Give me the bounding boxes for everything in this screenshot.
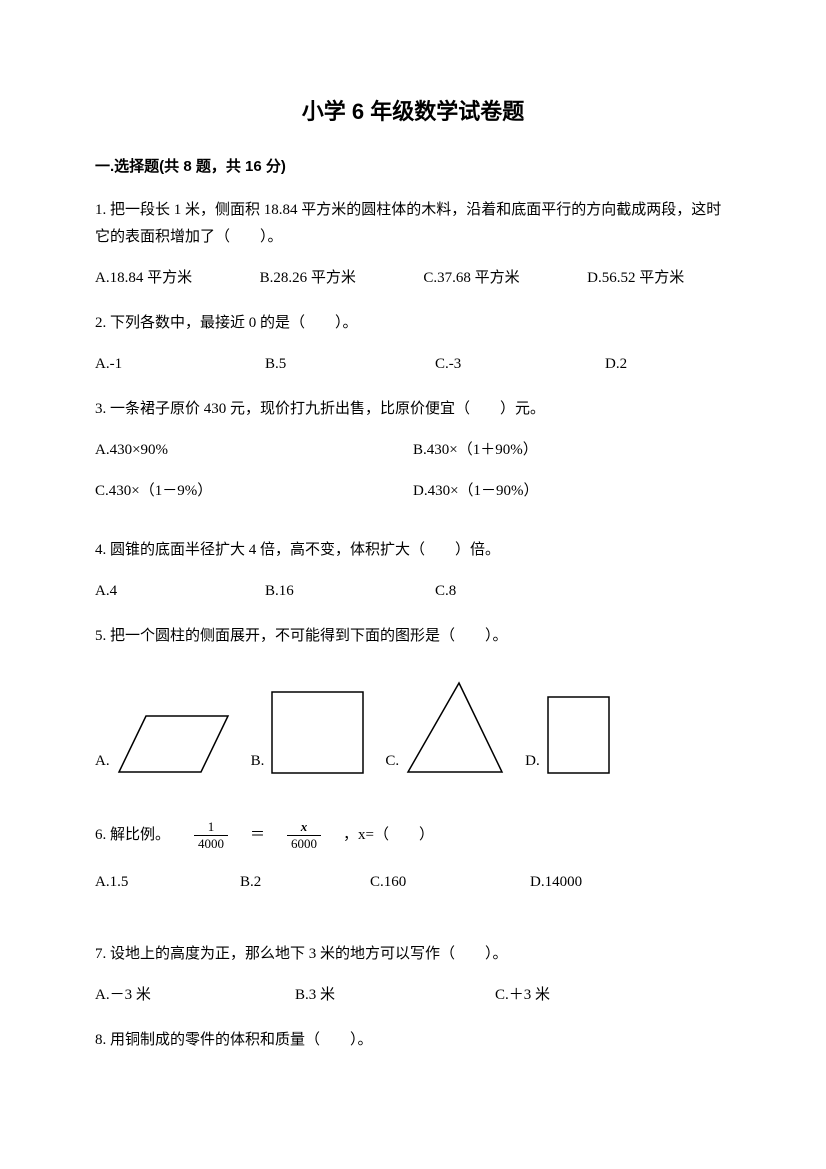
q3-opt-a: A.430×90% bbox=[95, 437, 413, 464]
q6-fraction-2: x 6000 bbox=[287, 820, 321, 852]
q6-opt-b: B.2 bbox=[240, 869, 370, 896]
q5-label-c: C. bbox=[385, 748, 399, 775]
rectangle-icon bbox=[546, 695, 611, 775]
q5-opt-d: D. bbox=[525, 695, 611, 775]
q5-label-b: B. bbox=[251, 748, 265, 775]
q2-opt-b: B.5 bbox=[265, 351, 435, 378]
q4-opt-b: B.16 bbox=[265, 578, 435, 605]
q2-opt-a: A.-1 bbox=[95, 351, 265, 378]
q1-opt-d: D.56.52 平方米 bbox=[587, 270, 684, 286]
q5-opt-a: A. bbox=[95, 713, 231, 775]
q2-opt-d: D.2 bbox=[605, 351, 627, 378]
q7-opt-b: B.3 米 bbox=[295, 982, 495, 1009]
q3-opt-d: D.430×（1－90%） bbox=[413, 478, 731, 505]
q2-text: 2. 下列各数中，最接近 0 的是（ ）。 bbox=[95, 310, 731, 337]
q7-text: 7. 设地上的高度为正，那么地下 3 米的地方可以写作（ ）。 bbox=[95, 941, 731, 968]
q6-f1-num: 1 bbox=[194, 820, 228, 836]
q6-options: A.1.5 B.2 C.160 D.14000 bbox=[95, 869, 731, 896]
q6-opt-a: A.1.5 bbox=[95, 869, 240, 896]
question-3: 3. 一条裙子原价 430 元，现价打九折出售，比原价便宜（ ）元。 A.430… bbox=[95, 396, 731, 519]
q6-prefix: 6. 解比例。 bbox=[95, 822, 170, 849]
q6-suffix: ，x=（ ） bbox=[343, 822, 434, 849]
q4-options: A.4 B.16 C.8 bbox=[95, 578, 731, 605]
q5-text: 5. 把一个圆柱的侧面展开，不可能得到下面的图形是（ ）。 bbox=[95, 623, 731, 650]
question-6: 6. 解比例。 1 4000 ＝ x 6000 ，x=（ ） A.1.5 B.2… bbox=[95, 820, 731, 897]
question-7: 7. 设地上的高度为正，那么地下 3 米的地方可以写作（ ）。 A.－3 米 B… bbox=[95, 941, 731, 1009]
q1-options: A.18.84 平方米 B.28.26 平方米 C.37.68 平方米 D.56… bbox=[95, 265, 731, 292]
q4-opt-c: C.8 bbox=[435, 578, 535, 605]
section-header: 一.选择题(共 8 题，共 16 分) bbox=[95, 156, 731, 179]
q3-opt-c: C.430×（1－9%） bbox=[95, 478, 413, 505]
q6-f2-num: x bbox=[287, 820, 321, 836]
question-2: 2. 下列各数中，最接近 0 的是（ ）。 A.-1 B.5 C.-3 D.2 bbox=[95, 310, 731, 378]
q1-opt-c: C.37.68 平方米 bbox=[423, 270, 519, 286]
q5-opt-c: C. bbox=[385, 680, 505, 775]
q3-opt-b: B.430×（1＋90%） bbox=[413, 437, 731, 464]
page-title: 小学 6 年级数学试卷题 bbox=[95, 95, 731, 128]
question-8: 8. 用铜制成的零件的体积和质量（ ）。 bbox=[95, 1027, 731, 1054]
q7-options: A.－3 米 B.3 米 C.＋3 米 bbox=[95, 982, 731, 1009]
q1-opt-b: B.28.26 平方米 bbox=[260, 270, 356, 286]
q5-label-a: A. bbox=[95, 748, 110, 775]
parallelogram-icon bbox=[116, 713, 231, 775]
q6-text: 6. 解比例。 1 4000 ＝ x 6000 ，x=（ ） bbox=[95, 820, 731, 852]
question-1: 1. 把一段长 1 米，侧面积 18.84 平方米的圆柱体的木料，沿着和底面平行… bbox=[95, 197, 731, 292]
q7-opt-a: A.－3 米 bbox=[95, 982, 295, 1009]
q5-label-d: D. bbox=[525, 748, 540, 775]
question-5: 5. 把一个圆柱的侧面展开，不可能得到下面的图形是（ ）。 A. B. C. D… bbox=[95, 623, 731, 775]
q6-opt-d: D.14000 bbox=[530, 869, 650, 896]
q6-equals: ＝ bbox=[250, 822, 265, 849]
q5-shapes: A. B. C. D. bbox=[95, 680, 731, 775]
q3-options: A.430×90% B.430×（1＋90%） C.430×（1－9%） D.4… bbox=[95, 437, 731, 519]
q4-opt-a: A.4 bbox=[95, 578, 265, 605]
q6-fraction-1: 1 4000 bbox=[194, 820, 228, 852]
square-icon bbox=[270, 690, 365, 775]
q4-text: 4. 圆锥的底面半径扩大 4 倍，高不变，体积扩大（ ）倍。 bbox=[95, 537, 731, 564]
q7-opt-c: C.＋3 米 bbox=[495, 982, 645, 1009]
q6-opt-c: C.160 bbox=[370, 869, 530, 896]
q1-text: 1. 把一段长 1 米，侧面积 18.84 平方米的圆柱体的木料，沿着和底面平行… bbox=[95, 197, 731, 251]
q3-text: 3. 一条裙子原价 430 元，现价打九折出售，比原价便宜（ ）元。 bbox=[95, 396, 731, 423]
q2-opt-c: C.-3 bbox=[435, 351, 605, 378]
q8-text: 8. 用铜制成的零件的体积和质量（ ）。 bbox=[95, 1027, 731, 1054]
triangle-icon bbox=[405, 680, 505, 775]
q2-options: A.-1 B.5 C.-3 D.2 bbox=[95, 351, 731, 378]
question-4: 4. 圆锥的底面半径扩大 4 倍，高不变，体积扩大（ ）倍。 A.4 B.16 … bbox=[95, 537, 731, 605]
q5-opt-b: B. bbox=[251, 690, 366, 775]
q1-opt-a: A.18.84 平方米 bbox=[95, 270, 192, 286]
q6-f2-den: 6000 bbox=[287, 836, 321, 851]
q6-f1-den: 4000 bbox=[194, 836, 228, 851]
